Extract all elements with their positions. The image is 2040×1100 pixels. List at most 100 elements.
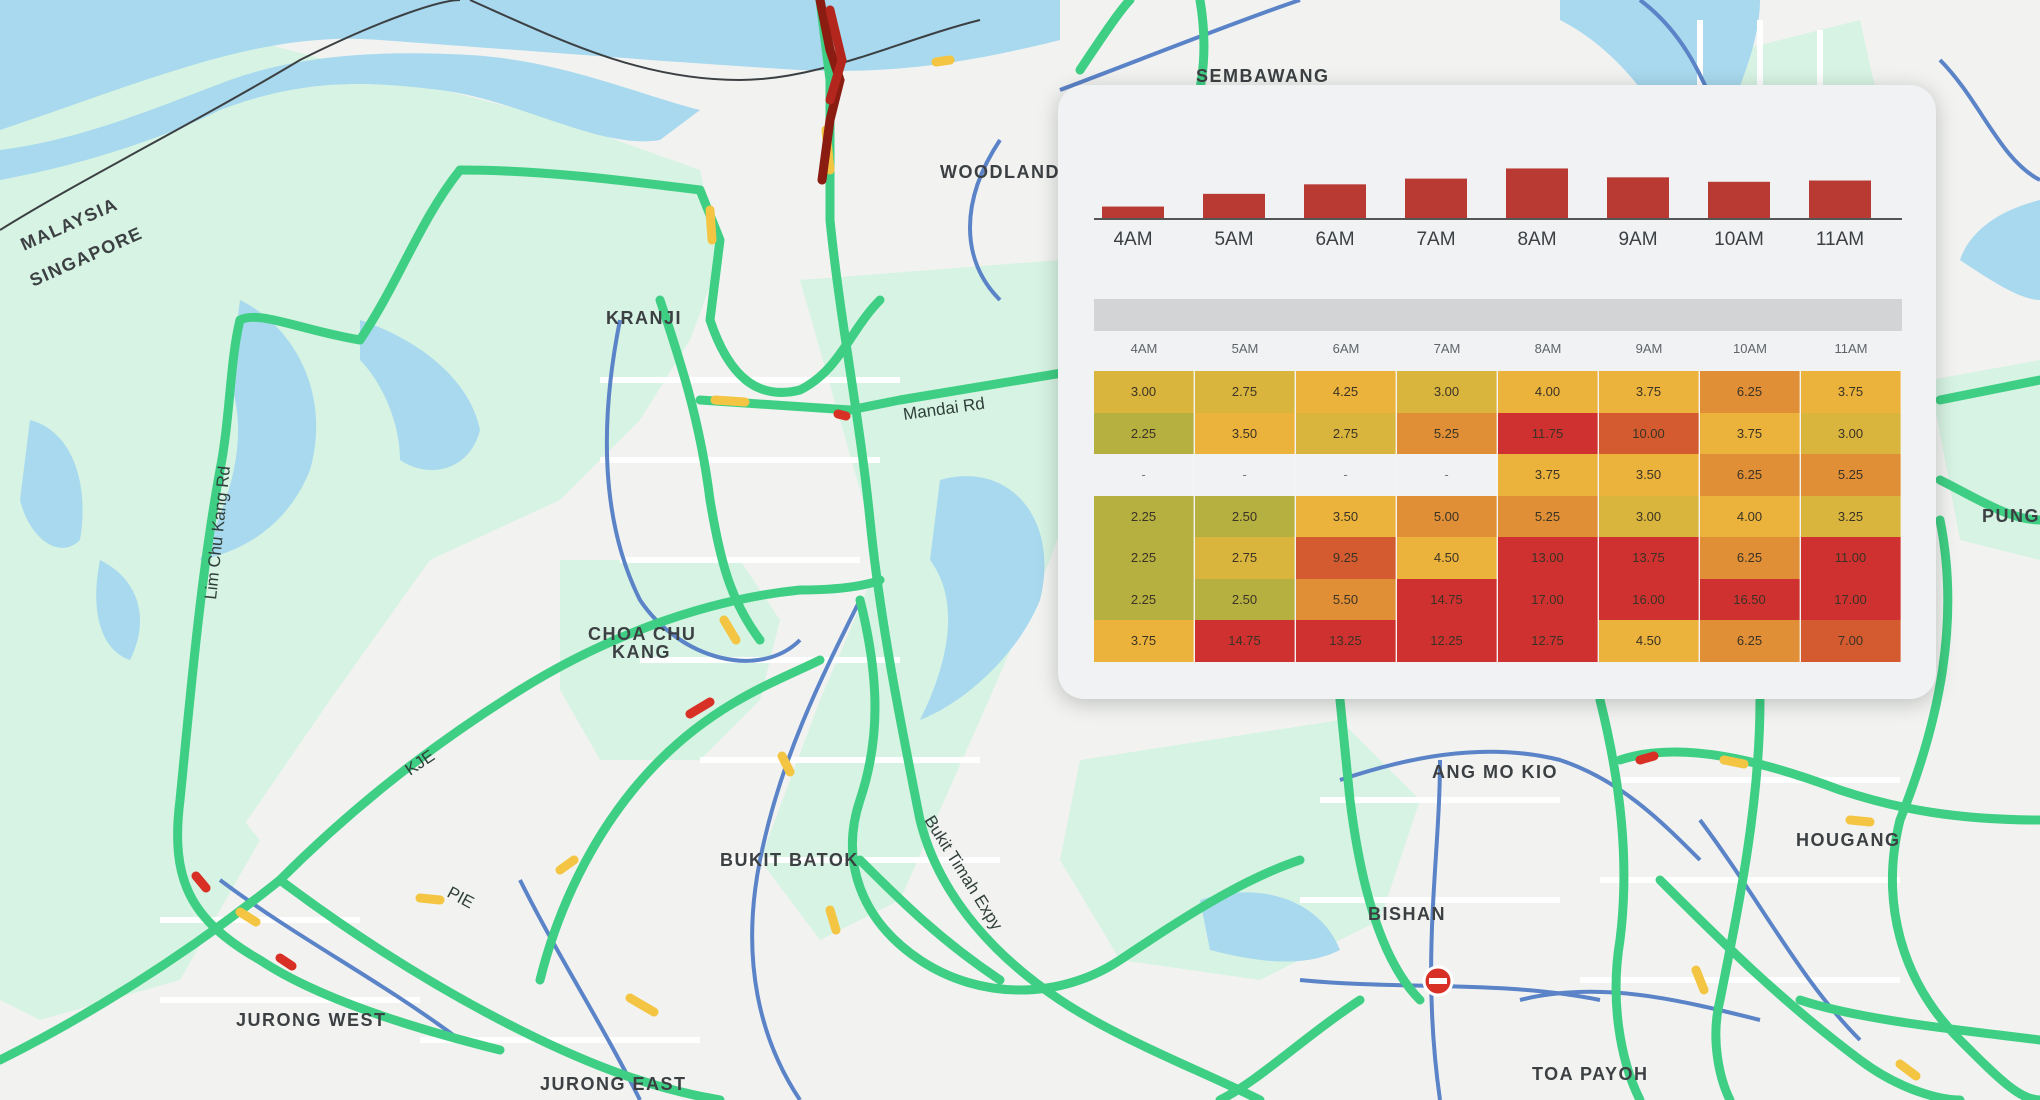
heatmap-cell: 3.75 [1700, 412, 1800, 454]
bar-5AM [1203, 193, 1265, 218]
hourly-bar-chart [1094, 168, 1902, 220]
heatmap-cell: 13.75 [1599, 537, 1699, 579]
traffic-jam-segments [191, 0, 1659, 971]
bar-tick-label: 9AM [1618, 229, 1658, 250]
place-label-punggol: PUNG [1982, 506, 2040, 526]
heatmap-cell: 3.00 [1094, 371, 1194, 413]
heatmap-cell: 4.00 [1498, 371, 1598, 413]
bar-tick-label: 7AM [1416, 229, 1456, 250]
heatmap-cell: 12.75 [1498, 620, 1598, 662]
heatmap-column-header: 9AM [1635, 341, 1663, 356]
heatmap-cell: 2.25 [1094, 495, 1194, 537]
heatmap-cell: 3.00 [1599, 495, 1699, 537]
bar-11AM [1809, 180, 1871, 218]
heatmap-cell: 5.50 [1296, 578, 1396, 620]
heatmap-cell: 3.75 [1801, 371, 1901, 413]
heatmap-cell: 3.75 [1498, 454, 1598, 496]
heatmap-cell: 12.25 [1397, 620, 1497, 662]
place-label-jurong-west: JURONG WEST [236, 1010, 387, 1030]
heatmap-cell: 6.25 [1700, 537, 1800, 579]
place-label-bishan: BISHAN [1368, 904, 1446, 924]
heatmap-cell: 5.25 [1801, 454, 1901, 496]
heatmap-cell: 14.75 [1195, 620, 1295, 662]
heatmap-cell: 5.25 [1397, 412, 1497, 454]
bar-10AM [1708, 181, 1770, 218]
place-label-kranji: KRANJI [606, 308, 682, 328]
heatmap-cell: 4.50 [1599, 620, 1699, 662]
heatmap-cell: 3.50 [1599, 454, 1699, 496]
place-label-bukit-batok: BUKIT BATOK [720, 850, 859, 870]
bar-tick-label: 10AM [1714, 229, 1764, 250]
heatmap-cell: 7.00 [1801, 620, 1901, 662]
heatmap-cell: 11.00 [1801, 537, 1901, 579]
heatmap-cell: 9.25 [1296, 537, 1396, 579]
heatmap-cell: 6.25 [1700, 620, 1800, 662]
heatmap-cell: 3.00 [1397, 371, 1497, 413]
bar-6AM [1304, 184, 1366, 218]
heatmap-cell: 17.00 [1498, 578, 1598, 620]
heatmap-cell: 16.50 [1700, 578, 1800, 620]
heatmap-column-header: 11AM [1834, 341, 1868, 356]
heatmap-cell: 2.25 [1094, 412, 1194, 454]
place-label-jurong-east: JURONG EAST [540, 1074, 687, 1094]
heatmap-cell: 10.00 [1599, 412, 1699, 454]
heatmap-cell: 17.00 [1801, 578, 1901, 620]
place-label-toa-payoh: TOA PAYOH [1532, 1064, 1649, 1084]
heatmap-cell: 2.25 [1094, 578, 1194, 620]
water-bodies [0, 0, 2040, 962]
heatmap-cell: - [1296, 454, 1396, 496]
heatmap-cell: 3.50 [1296, 495, 1396, 537]
heatmap-cell: - [1094, 454, 1194, 496]
heatmap-column-header: 7AM [1433, 341, 1461, 356]
heatmap-cell: 6.25 [1700, 371, 1800, 413]
bar-tick-label: 6AM [1315, 229, 1355, 250]
heatmap-cell: 3.25 [1801, 495, 1901, 537]
heatmap-cell: - [1195, 454, 1295, 496]
heatmap-cell: 2.75 [1195, 537, 1295, 579]
heatmap-header-bar [1094, 299, 1902, 331]
heatmap-column-header: 5AM [1231, 341, 1259, 356]
heatmap-cell: 2.25 [1094, 537, 1194, 579]
heatmap-cell: 5.25 [1498, 495, 1598, 537]
place-label-ang-mo-kio: ANG MO KIO [1432, 762, 1558, 782]
place-label-hougang: HOUGANG [1796, 830, 1901, 850]
heatmap-cell: 13.25 [1296, 620, 1396, 662]
heatmap-cell: 11.75 [1498, 412, 1598, 454]
heatmap-cell: 3.75 [1094, 620, 1194, 662]
place-label-choa-chu-kang-2: KANG [612, 642, 671, 662]
place-label-sembawang: SEMBAWANG [1196, 66, 1330, 86]
place-label-choa-chu-kang: CHOA CHU [588, 624, 696, 644]
heatmap-cell: 3.75 [1599, 371, 1699, 413]
heatmap-cell: 4.50 [1397, 537, 1497, 579]
heatmap-cell: 2.75 [1296, 412, 1396, 454]
place-label-woodlands: WOODLANDS [940, 162, 1074, 182]
heatmap-cell: 2.50 [1195, 495, 1295, 537]
heatmap-cell: 3.50 [1195, 412, 1295, 454]
bar-8AM [1506, 168, 1568, 218]
heatmap-cell: 4.25 [1296, 371, 1396, 413]
heatmap-cell: 4.00 [1700, 495, 1800, 537]
bar-tick-label: 11AM [1815, 229, 1865, 250]
heatmap-cell: 14.75 [1397, 578, 1497, 620]
bar-tick-label: 4AM [1113, 229, 1153, 250]
bar-9AM [1607, 177, 1669, 218]
heatmap-cell: 5.00 [1397, 495, 1497, 537]
traffic-popup-card: 4AM 5AM 6AM 7AM 8AM 9AM 10AM 11AM 4AM 5AM 6AM 7AM 8… [1058, 85, 1936, 699]
heatmap-column-header: 10AM [1733, 341, 1767, 356]
bar-4AM [1102, 206, 1164, 218]
heatmap-cell: 2.50 [1195, 578, 1295, 620]
heatmap-cell: 16.00 [1599, 578, 1699, 620]
bar-7AM [1405, 178, 1467, 218]
traffic-slow-segments [235, 55, 1921, 1081]
heatmap-cell: - [1397, 454, 1497, 496]
bar-tick-label: 8AM [1517, 229, 1557, 250]
heatmap-cell: 6.25 [1700, 454, 1800, 496]
heatmap-cell: 13.00 [1498, 537, 1598, 579]
heatmap-column-header: 4AM [1130, 341, 1158, 356]
road-closed-icon[interactable] [1422, 965, 1454, 997]
heatmap-cell: 2.75 [1195, 371, 1295, 413]
heatmap-column-header: 8AM [1534, 341, 1562, 356]
heatmap-cell: 3.00 [1801, 412, 1901, 454]
international-border [0, 0, 461, 231]
